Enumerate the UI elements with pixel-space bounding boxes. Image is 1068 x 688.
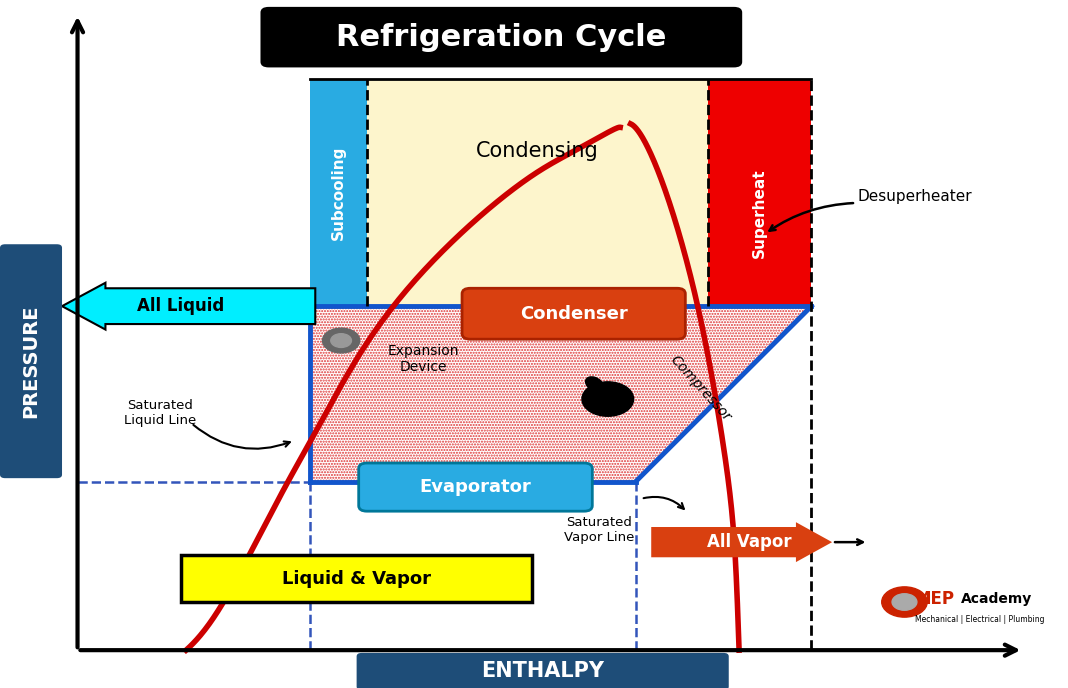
- Circle shape: [331, 334, 351, 347]
- FancyBboxPatch shape: [261, 7, 742, 67]
- Bar: [367, 79, 708, 306]
- Text: Evaporator: Evaporator: [420, 478, 532, 496]
- FancyBboxPatch shape: [359, 463, 593, 511]
- FancyArrow shape: [62, 283, 315, 330]
- Text: Expansion
Device: Expansion Device: [388, 344, 459, 374]
- Text: Condenser: Condenser: [520, 305, 628, 323]
- Text: Superheat: Superheat: [752, 169, 767, 258]
- Bar: [310, 79, 367, 306]
- Text: MEP: MEP: [915, 590, 955, 608]
- FancyBboxPatch shape: [462, 288, 686, 339]
- Text: All Liquid: All Liquid: [138, 297, 224, 315]
- Text: Saturated
Vapor Line: Saturated Vapor Line: [564, 516, 634, 544]
- Text: Condensing: Condensing: [476, 141, 599, 162]
- Circle shape: [582, 382, 633, 416]
- Text: Refrigeration Cycle: Refrigeration Cycle: [336, 23, 666, 52]
- Text: Liquid & Vapor: Liquid & Vapor: [282, 570, 431, 588]
- Circle shape: [882, 587, 927, 617]
- Text: Compressor: Compressor: [668, 353, 734, 424]
- Text: Subcooling: Subcooling: [331, 145, 346, 240]
- Text: Desuperheater: Desuperheater: [858, 189, 973, 204]
- Text: PRESSURE: PRESSURE: [21, 305, 41, 418]
- Text: All Vapor: All Vapor: [707, 533, 791, 551]
- Ellipse shape: [585, 377, 603, 391]
- Circle shape: [323, 328, 360, 353]
- Text: Saturated
Liquid Line: Saturated Liquid Line: [124, 399, 197, 427]
- Polygon shape: [310, 306, 812, 482]
- Text: ENTHALPY: ENTHALPY: [482, 661, 604, 682]
- Bar: [708, 79, 812, 306]
- Circle shape: [892, 594, 917, 610]
- FancyBboxPatch shape: [357, 653, 728, 688]
- Text: Academy: Academy: [961, 592, 1033, 605]
- FancyBboxPatch shape: [0, 244, 62, 478]
- Bar: [180, 555, 532, 602]
- Text: Mechanical | Electrical | Plumbing: Mechanical | Electrical | Plumbing: [915, 614, 1045, 624]
- FancyArrow shape: [651, 522, 832, 562]
